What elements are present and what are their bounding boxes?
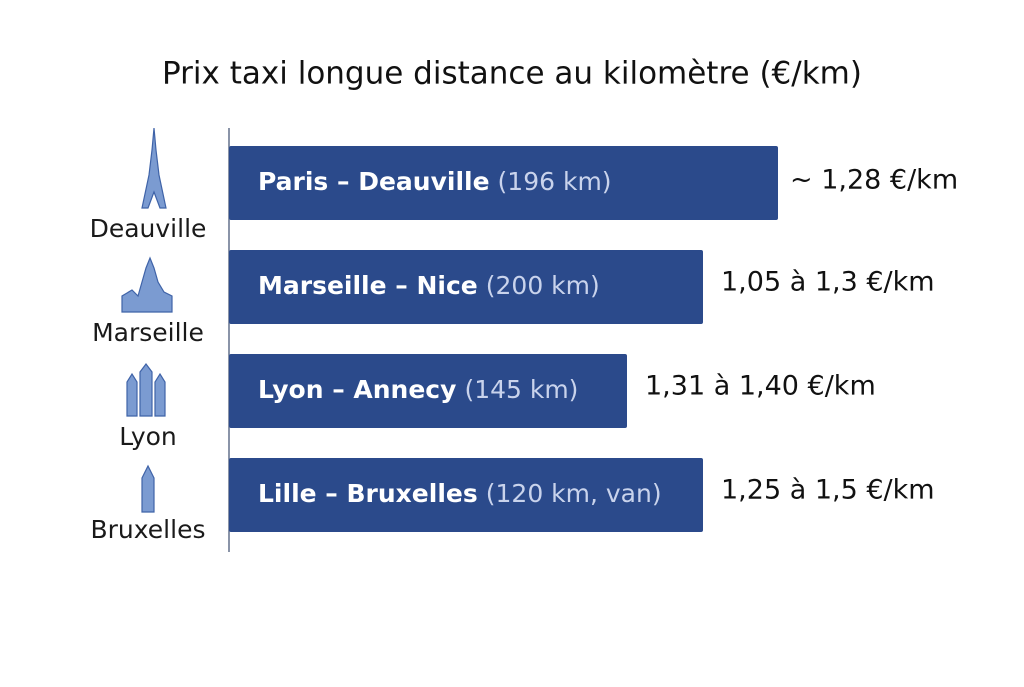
route-name: Lyon – Annecy [258,375,456,404]
price-label: 1,25 à 1,5 €/km [721,475,935,506]
route-distance: (196 km) [498,167,612,196]
title: Prix taxi longue distance au kilomètre (… [162,56,862,92]
bar [229,250,703,324]
bar [229,354,627,428]
marseille-icon [121,256,173,313]
route-label: Lille – Bruxelles (120 km, van) [258,479,662,508]
bar [229,146,778,220]
city-label: Marseille [92,318,204,347]
city-label: Lyon [119,422,177,451]
route-distance: (145 km) [464,375,578,404]
price-label: ~ 1,28 €/km [790,165,958,196]
price-label: 1,05 à 1,3 €/km [721,267,935,298]
icons [121,127,173,513]
route-name: Marseille – Nice [258,271,478,300]
route-distance: (200 km) [486,271,600,300]
route-distance: (120 km, van) [486,479,662,508]
bruxelles-icon [141,464,155,513]
route-label: Lyon – Annecy (145 km) [258,375,578,404]
city-label: Bruxelles [91,515,206,544]
route-label: Paris – Deauville (196 km) [258,167,612,196]
bar [229,458,703,532]
city-label: Deauville [90,214,207,243]
lyon-icon [126,363,166,417]
route-name: Paris – Deauville [258,167,490,196]
route-label: Marseille – Nice (200 km) [258,271,600,300]
route-name: Lille – Bruxelles [258,479,478,508]
price-label: 1,31 à 1,40 €/km [645,371,876,402]
eiffel-icon [141,127,167,209]
